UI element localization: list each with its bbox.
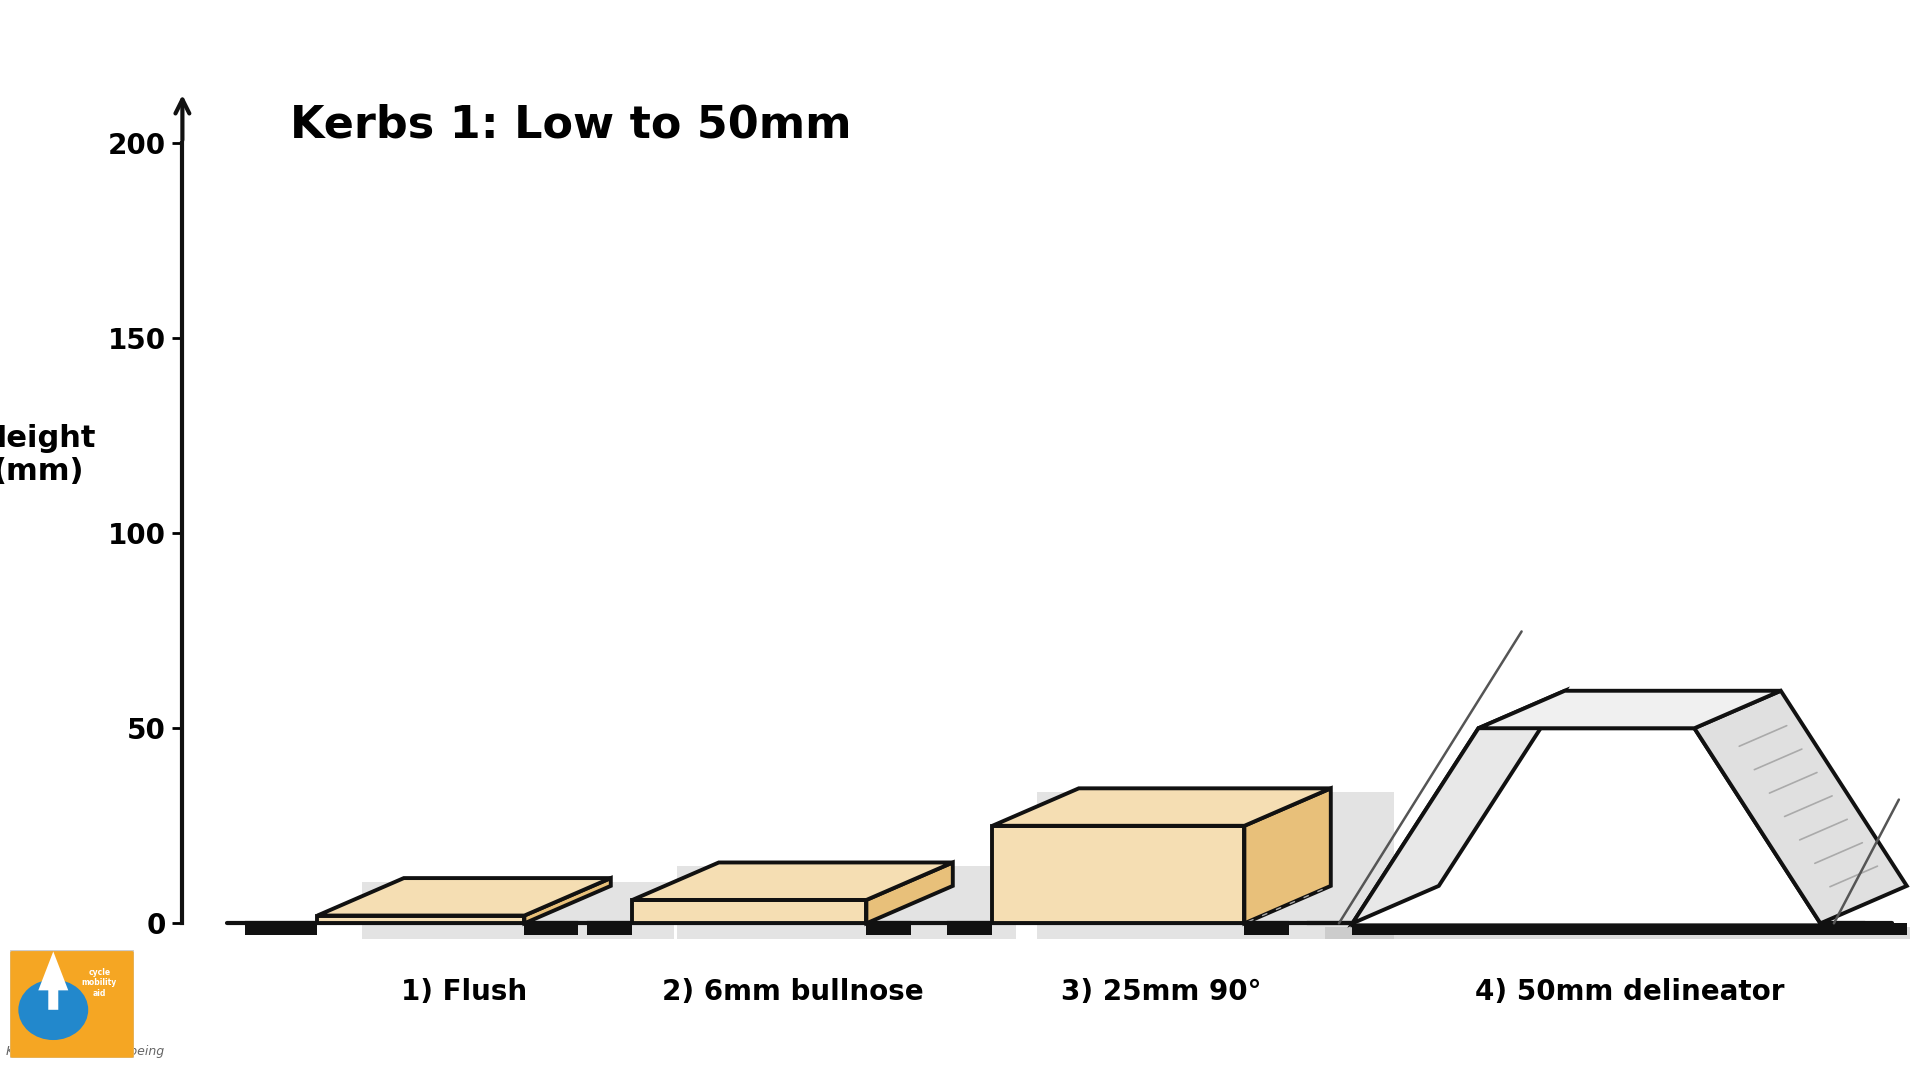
Polygon shape <box>363 882 674 939</box>
Polygon shape <box>993 826 1244 923</box>
Text: Kerbs: Best for Wellbeing: Kerbs: Best for Wellbeing <box>6 1045 163 1058</box>
Text: cycle
mobility
aid: cycle mobility aid <box>83 968 117 998</box>
Polygon shape <box>524 923 578 935</box>
Polygon shape <box>1478 691 1782 728</box>
Polygon shape <box>246 923 317 935</box>
Polygon shape <box>317 878 611 916</box>
Polygon shape <box>1244 923 1290 935</box>
Text: 1) Flush: 1) Flush <box>401 978 528 1005</box>
Polygon shape <box>1352 728 1820 926</box>
FancyBboxPatch shape <box>10 950 134 1058</box>
Polygon shape <box>1325 928 1920 939</box>
Polygon shape <box>1695 691 1907 923</box>
Polygon shape <box>993 788 1331 826</box>
Polygon shape <box>588 923 632 935</box>
Polygon shape <box>1352 923 1907 935</box>
Polygon shape <box>678 866 1016 939</box>
Text: Height
(mm): Height (mm) <box>0 423 96 486</box>
FancyArrow shape <box>38 951 69 1010</box>
Text: Kerbs 1: Low to 50mm: Kerbs 1: Low to 50mm <box>290 104 852 147</box>
Polygon shape <box>866 923 912 935</box>
Text: 2) 6mm bullnose: 2) 6mm bullnose <box>662 978 924 1005</box>
Text: 4) 50mm delineator: 4) 50mm delineator <box>1475 978 1784 1005</box>
Text: 3) 25mm 90°: 3) 25mm 90° <box>1062 978 1261 1005</box>
Polygon shape <box>317 916 524 923</box>
Polygon shape <box>632 863 952 900</box>
Polygon shape <box>866 863 952 923</box>
Polygon shape <box>524 878 611 923</box>
Polygon shape <box>947 923 993 935</box>
Text: 02/2025: 02/2025 <box>58 956 115 970</box>
Circle shape <box>19 980 88 1040</box>
Polygon shape <box>1037 793 1394 939</box>
Polygon shape <box>632 900 866 923</box>
Polygon shape <box>1244 788 1331 923</box>
Polygon shape <box>1352 691 1565 923</box>
